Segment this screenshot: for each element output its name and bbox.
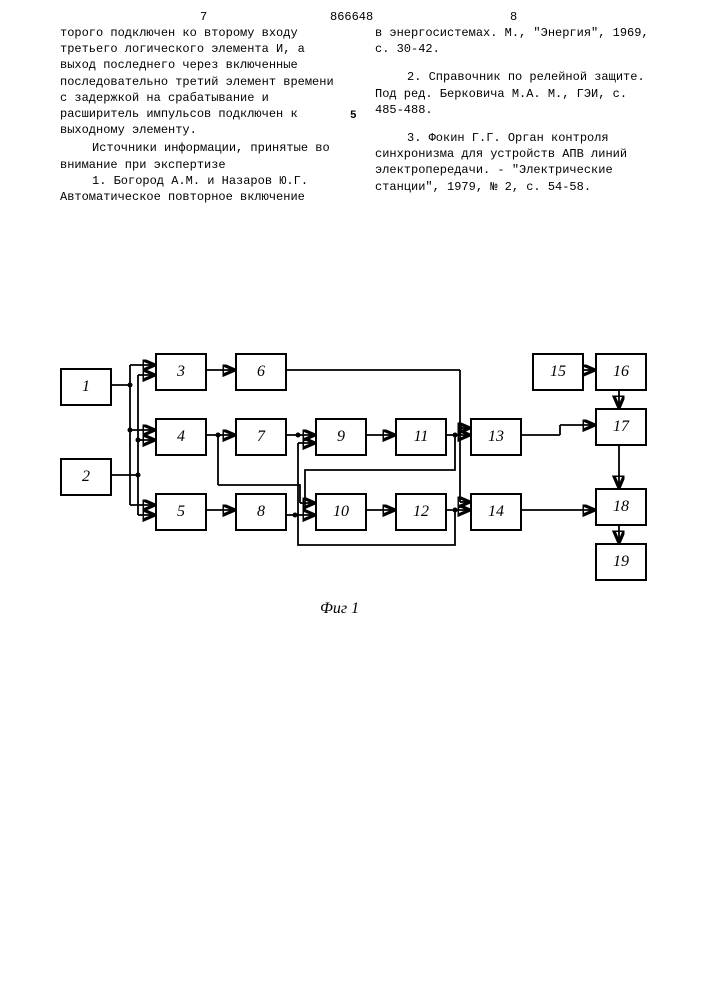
right-column: в энергосистемах. М., "Энергия", 1969, с…: [375, 25, 655, 195]
margin-line-marker: 5: [350, 110, 357, 122]
block-17: 17: [595, 408, 647, 446]
block-4: 4: [155, 418, 207, 456]
reference-2: 2. Справочник по релейной защите. Под ре…: [375, 69, 655, 118]
page-num-right: 8: [510, 10, 517, 24]
block-19: 19: [595, 543, 647, 581]
left-paragraph-1: торого подключен ко второму входу третье…: [60, 25, 340, 138]
block-18: 18: [595, 488, 647, 526]
block-2: 2: [60, 458, 112, 496]
block-12: 12: [395, 493, 447, 531]
block-14: 14: [470, 493, 522, 531]
block-diagram: 1 2 3 4 5 6 7 8 9 10 11 12 13 14 15 16 1…: [60, 330, 650, 590]
block-1: 1: [60, 368, 112, 406]
left-column: торого подключен ко второму входу третье…: [60, 25, 340, 205]
block-8: 8: [235, 493, 287, 531]
block-13: 13: [470, 418, 522, 456]
block-16: 16: [595, 353, 647, 391]
figure-label: Фиг 1: [320, 600, 359, 618]
block-10: 10: [315, 493, 367, 531]
block-7: 7: [235, 418, 287, 456]
block-9: 9: [315, 418, 367, 456]
sources-heading: Источники информации, принятые во вниман…: [60, 140, 340, 172]
block-3: 3: [155, 353, 207, 391]
block-11: 11: [395, 418, 447, 456]
block-6: 6: [235, 353, 287, 391]
page-num-left: 7: [200, 10, 207, 24]
reference-1: 1. Богород А.М. и Назаров Ю.Г. Автоматич…: [60, 173, 340, 205]
reference-3: 3. Фокин Г.Г. Орган контроля синхронизма…: [375, 130, 655, 195]
reference-1-continued: в энергосистемах. М., "Энергия", 1969, с…: [375, 25, 655, 57]
document-number: 866648: [330, 10, 373, 24]
block-5: 5: [155, 493, 207, 531]
block-15: 15: [532, 353, 584, 391]
